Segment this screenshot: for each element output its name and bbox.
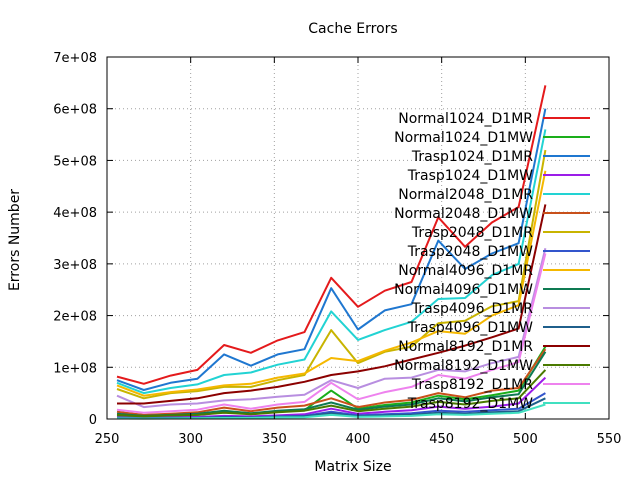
x-axis-title: Matrix Size: [314, 459, 391, 475]
x-tick-label: 300: [178, 432, 203, 447]
legend: Normal1024_D1MR Normal1024_D1MW Trasp1024_…: [394, 111, 590, 412]
y-tick-label: 2e+08: [53, 310, 97, 325]
x-tick-label: 250: [95, 432, 120, 447]
grid: [107, 57, 609, 419]
legend-label: Normal1024_D1MR: [398, 111, 533, 127]
legend-label: Normal2048_D1MW: [394, 206, 533, 222]
y-tick-label: 7e+08: [53, 51, 97, 66]
legend-label: Trasp8192_D1MR: [411, 377, 533, 393]
y-tick-label: 4e+08: [53, 206, 97, 221]
legend-label: Trasp2048_D1MW: [407, 244, 533, 260]
y-tick-label: 5e+08: [53, 154, 97, 169]
legend-label: Trasp4096_D1MW: [407, 320, 533, 336]
series-line-normal8192_d1mr: [117, 204, 547, 405]
y-axis-title: Errors Number: [7, 189, 23, 291]
y-tick-label: 0: [89, 413, 97, 428]
series-line-trasp1024_d1mr: [116, 108, 547, 391]
series-line-normal2048_d1mr: [116, 129, 547, 395]
legend-label: Normal4096_D1MW: [394, 282, 533, 298]
y-tick-label: 1e+08: [53, 361, 97, 376]
legend-label: Trasp4096_D1MR: [411, 301, 533, 317]
series-lines: [116, 85, 547, 420]
legend-label: Trasp1024_D1MW: [407, 168, 533, 184]
legend-label: Trasp1024_D1MR: [411, 149, 533, 165]
axis-ticks: 250 300 350 400 450 500 550 0 1e+08 2e+08 3e+08 4e+…: [53, 51, 621, 447]
y-tick-label: 3e+08: [53, 258, 97, 273]
series-line-normal8192_d1mw: [116, 369, 547, 418]
y-tick-label: 6e+08: [53, 103, 97, 118]
legend-label: Normal8192_D1MR: [398, 339, 533, 355]
x-tick-label: 500: [513, 432, 538, 447]
x-tick-label: 350: [262, 432, 287, 447]
x-tick-label: 550: [597, 432, 622, 447]
legend-label: Trasp8192_D1MW: [407, 396, 533, 412]
series-line-trasp8192_d1mr: [116, 253, 547, 414]
series-line-normal4096_d1mr: [116, 170, 547, 397]
legend-label: Trasp2048_D1MR: [411, 225, 533, 241]
legend-label: Normal8192_D1MW: [394, 358, 533, 374]
series-line-trasp2048_d1mr: [116, 149, 547, 400]
chart-title: Cache Errors: [308, 21, 397, 37]
legend-label: Normal4096_D1MR: [398, 263, 533, 279]
x-tick-label: 400: [346, 432, 371, 447]
series-line-trasp4096_d1mr: [116, 248, 547, 409]
legend-label: Normal2048_D1MR: [398, 187, 533, 203]
legend-label: Normal1024_D1MW: [394, 130, 533, 146]
x-tick-label: 450: [429, 432, 454, 447]
series-line-trasp8192_d1mw: [116, 403, 546, 420]
series-line-normal2048_d1mw: [116, 348, 547, 416]
series-line-normal1024_d1mr: [116, 85, 547, 385]
